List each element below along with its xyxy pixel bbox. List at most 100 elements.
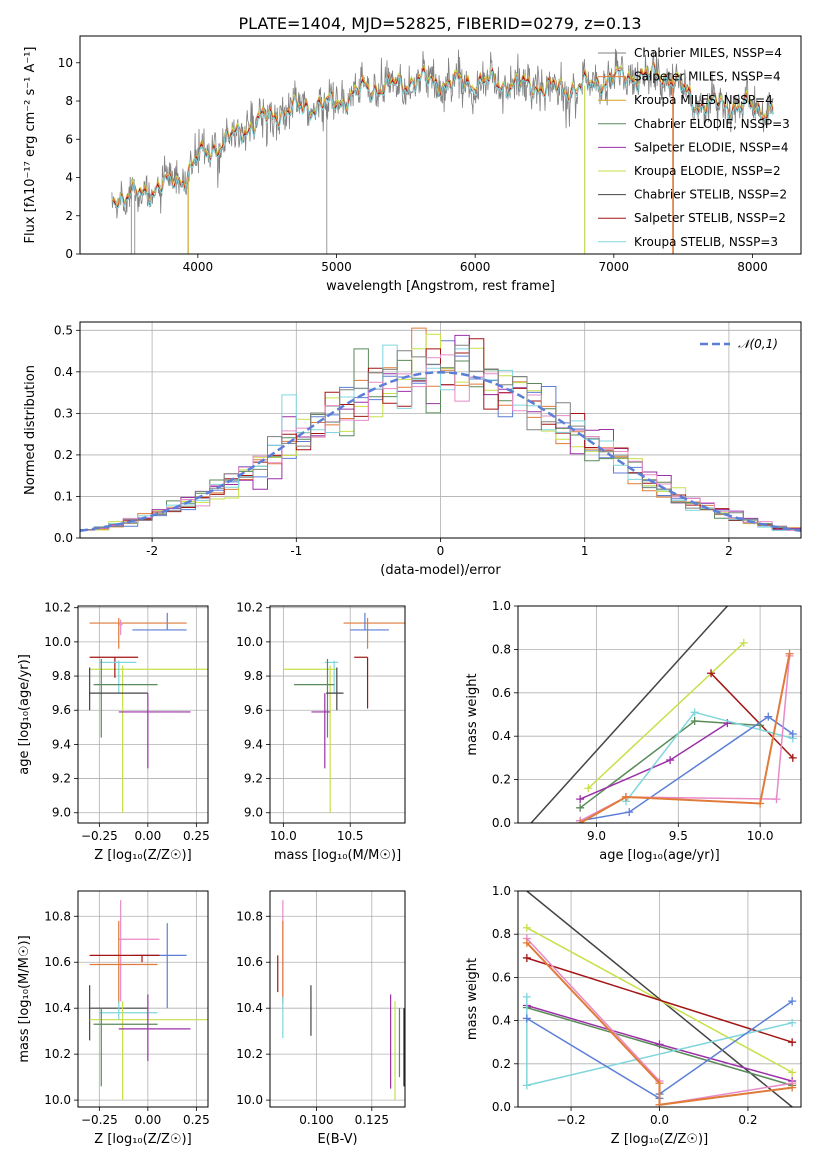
x-tick-label: 0.100: [299, 1113, 333, 1127]
y-tick-label: 9.6: [52, 703, 71, 717]
axes-mass-vs-Z: −0.25 0.00 0.25 10.0 10.2 10.4 10.6 10.8 Z [log₁…: [17, 890, 210, 1147]
y-tick-label: 9.6: [244, 703, 263, 717]
axes-age-vs-mass: 10.0 10.5 9.0 9.2 9.4 9.6 9.8 10.0 10.2 mass [log…: [236, 601, 406, 863]
y-tick-label: 0.5: [54, 323, 73, 337]
x-tick-label: 0.125: [355, 1113, 389, 1127]
x-tick-label: 0.00: [134, 829, 161, 843]
plot-area: [530, 606, 797, 823]
series-line: [530, 606, 728, 823]
legend: Chabrier MILES, NSSP=4 Salpeter MILES, NS…: [598, 46, 790, 249]
series-marker: [772, 795, 781, 804]
y-axis-label: mass [log₁₀(M/M☉)]: [17, 935, 32, 1062]
series-line: [526, 957, 793, 1043]
y-axis-label: mass weight: [465, 673, 480, 755]
x-tick-label: 0: [437, 544, 445, 558]
series-marker: [788, 1018, 797, 1027]
legend-label: Kroupa ELODIE, NSSP=2: [634, 164, 781, 178]
y-tick-label: 9.4: [52, 737, 71, 751]
series-marker: [625, 808, 634, 817]
x-tick-label: 0.25: [183, 829, 210, 843]
y-axis-label: age [log₁₀(age/yr)]: [17, 654, 32, 775]
series-marker: [690, 708, 699, 717]
series-marker: [522, 1014, 531, 1023]
histogram-step: [80, 344, 801, 531]
legend-label: Salpeter ELODIE, NSSP=4: [634, 140, 789, 154]
y-tick-label: 9.4: [244, 737, 263, 751]
series-marker: [576, 819, 585, 823]
y-tick-label: 0.4: [492, 729, 511, 743]
x-axis-label: Z [log₁₀(Z/Z☉)]: [94, 1132, 191, 1147]
axes-age-vs-Z: −0.25 0.00 0.25 9.0 9.2 9.4 9.6 9.8 10.0 10.2 Z [l…: [17, 601, 210, 863]
legend-label: Chabrier MILES, NSSP=4: [634, 46, 782, 60]
axes-mass-vs-EBV: 0.100 0.125 10.0 10.2 10.4 10.6 10.8 E(B-V): [236, 890, 406, 1147]
y-tick-label: 0.0: [492, 816, 511, 830]
x-tick-label: -1: [290, 544, 302, 558]
legend-label: 𝒩(0,1): [738, 337, 778, 351]
axes-frame: [269, 605, 406, 824]
series-marker: [707, 669, 716, 678]
spectrum-model-line: [111, 62, 774, 209]
y-tick-label: 10.8: [44, 909, 71, 923]
y-tick-label: 0.6: [492, 970, 511, 984]
series-marker: [522, 923, 531, 932]
y-tick-label: 10.0: [236, 635, 263, 649]
axes-weight-vs-Z: −0.2 0.0 0.2 0.0 0.2 0.4 0.6 0.8 1.0 Z [log₁₀(Z/Z…: [465, 884, 802, 1147]
series-marker: [690, 717, 699, 726]
y-tick-label: 10.2: [236, 601, 263, 615]
y-tick-label: 0.8: [492, 642, 511, 656]
x-tick-label: 7000: [599, 260, 630, 274]
x-tick-label: -2: [146, 544, 158, 558]
normal-curve: [80, 371, 801, 532]
y-tick-label: 9.2: [244, 772, 263, 786]
series-line: [580, 715, 794, 822]
y-tick-label: 0.4: [492, 1014, 511, 1028]
y-tick-label: 9.8: [52, 669, 71, 683]
x-tick-label: −0.25: [81, 1113, 118, 1127]
x-tick-label: 0.25: [183, 1113, 210, 1127]
x-tick-label: −0.25: [81, 829, 118, 843]
legend-label: Kroupa MILES, NSSP=4: [634, 93, 773, 107]
y-tick-label: 10.4: [236, 1001, 263, 1015]
series-line: [710, 672, 794, 759]
series-marker: [788, 753, 797, 762]
y-tick-label: 9.8: [244, 669, 263, 683]
y-tick-label: 0.2: [492, 773, 511, 787]
x-axis-label: (data-model)/error: [380, 563, 501, 578]
x-axis-label: mass [log₁₀(M/M☉)]: [274, 848, 401, 863]
series-marker: [788, 1038, 797, 1047]
series-marker: [522, 992, 531, 1001]
series-marker: [788, 1068, 797, 1077]
y-tick-label: 0.1: [54, 489, 73, 503]
series-marker: [522, 953, 531, 962]
histogram-step: [80, 354, 801, 531]
plot-area: [80, 327, 801, 532]
y-tick-label: 0: [65, 247, 73, 261]
y-tick-label: 10.0: [44, 1093, 71, 1107]
spectrum-model-line: [111, 61, 774, 207]
y-tick-label: 10.8: [236, 909, 263, 923]
series-marker: [666, 756, 675, 765]
plot-area: [111, 48, 774, 254]
x-tick-label: 9.5: [669, 829, 688, 843]
series-marker: [788, 997, 797, 1006]
series-marker: [788, 1083, 797, 1092]
series-marker: [655, 1100, 664, 1107]
axes-frame: [517, 890, 802, 1108]
x-axis-label: age [log₁₀(age/yr)]: [599, 848, 720, 863]
x-tick-label: 0.2: [738, 1113, 757, 1127]
series-line: [526, 891, 793, 1107]
x-axis-label: Z [log₁₀(Z/Z☉)]: [94, 848, 191, 863]
plot-area: [89, 900, 208, 1101]
y-tick-label: 10.6: [44, 955, 71, 969]
plot-area: [522, 891, 797, 1107]
axes-spectrum: 4000 5000 6000 7000 8000 0 2 4 6 8 10 wavelength [A…: [23, 35, 802, 294]
y-tick-label: 1.0: [492, 599, 511, 613]
axes-weight-vs-age: 9.0 9.5 10.0 0.0 0.2 0.4 0.6 0.8 1.0 age [log₁₀(a…: [465, 599, 802, 863]
y-tick-label: 0.0: [492, 1100, 511, 1114]
plot-area: [283, 612, 405, 813]
x-tick-label: 0.0: [650, 1113, 669, 1127]
legend-label: Kroupa STELIB, NSSP=3: [634, 235, 778, 249]
axes-frame: [79, 35, 802, 255]
y-tick-label: 0.8: [492, 927, 511, 941]
x-axis-label: wavelength [Angstrom, rest frame]: [326, 279, 555, 294]
